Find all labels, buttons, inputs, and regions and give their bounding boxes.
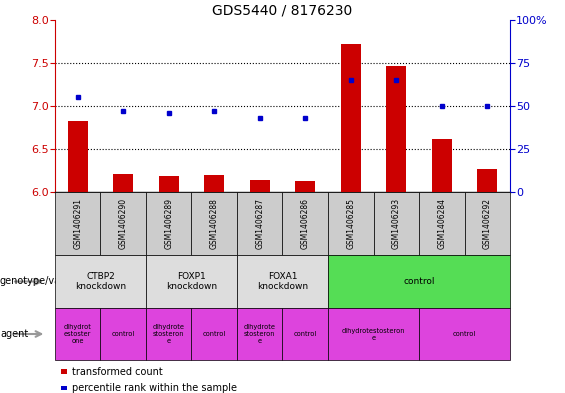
Bar — [386, 66, 406, 192]
Bar — [477, 169, 498, 192]
Text: dihydrot
estoster
one: dihydrot estoster one — [64, 324, 92, 344]
Text: CTBP2
knockdown: CTBP2 knockdown — [75, 272, 126, 291]
Text: control: control — [453, 331, 476, 337]
Text: GSM1406293: GSM1406293 — [392, 198, 401, 249]
Text: FOXA1
knockdown: FOXA1 knockdown — [257, 272, 308, 291]
Text: control: control — [403, 277, 434, 286]
Text: GSM1406291: GSM1406291 — [73, 198, 82, 249]
Text: control: control — [294, 331, 317, 337]
Text: transformed count: transformed count — [72, 367, 163, 376]
Text: GSM1406285: GSM1406285 — [346, 198, 355, 249]
Text: GSM1406284: GSM1406284 — [437, 198, 446, 249]
Text: GSM1406288: GSM1406288 — [210, 198, 219, 249]
Text: GSM1406286: GSM1406286 — [301, 198, 310, 249]
Text: percentile rank within the sample: percentile rank within the sample — [72, 383, 237, 393]
Text: GSM1406292: GSM1406292 — [483, 198, 492, 249]
Text: GSM1406287: GSM1406287 — [255, 198, 264, 249]
Text: FOXP1
knockdown: FOXP1 knockdown — [166, 272, 217, 291]
Text: dihydrote
stosteron
e: dihydrote stosteron e — [244, 324, 276, 344]
Bar — [204, 175, 224, 192]
Bar — [159, 176, 179, 192]
Text: dihydrotestosteron
e: dihydrotestosteron e — [342, 327, 405, 340]
Text: dihydrote
stosteron
e: dihydrote stosteron e — [153, 324, 185, 344]
Bar — [432, 139, 452, 192]
Title: GDS5440 / 8176230: GDS5440 / 8176230 — [212, 4, 353, 17]
Text: agent: agent — [0, 329, 28, 339]
Text: GSM1406289: GSM1406289 — [164, 198, 173, 249]
Bar — [341, 44, 361, 192]
Bar — [295, 181, 315, 192]
Bar — [250, 180, 270, 192]
Bar — [113, 174, 133, 192]
Text: GSM1406290: GSM1406290 — [119, 198, 128, 249]
Text: control: control — [203, 331, 226, 337]
Bar — [67, 121, 88, 192]
Text: control: control — [112, 331, 135, 337]
Text: genotype/variation: genotype/variation — [0, 277, 93, 286]
